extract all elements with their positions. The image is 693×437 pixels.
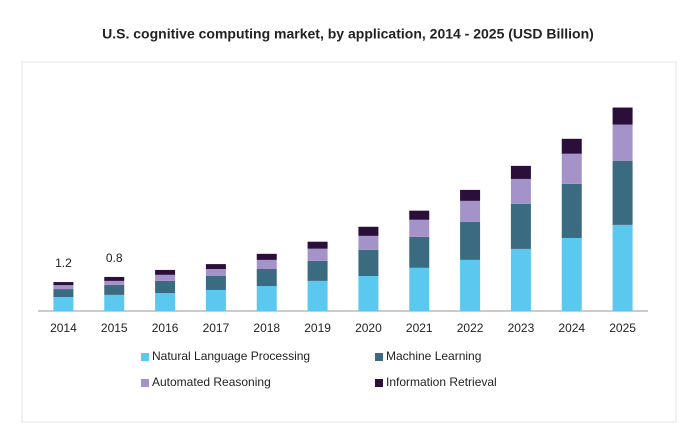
bar-segment bbox=[409, 210, 430, 220]
bar-segment bbox=[409, 219, 430, 237]
bar-segment bbox=[155, 280, 176, 294]
bar-segment bbox=[409, 267, 430, 311]
x-tick-label: 2022 bbox=[457, 321, 484, 335]
bar-segment bbox=[561, 138, 582, 154]
legend-swatch bbox=[141, 379, 149, 387]
bar-segment bbox=[561, 237, 582, 311]
bar-segment bbox=[256, 286, 277, 311]
x-tick-label: 2015 bbox=[101, 321, 128, 335]
bar-segment bbox=[460, 200, 481, 222]
bar-segment bbox=[256, 269, 277, 287]
bar-segment bbox=[561, 153, 582, 184]
bar-segment bbox=[460, 189, 481, 201]
legend-swatch bbox=[375, 379, 383, 387]
x-tick-label: 2024 bbox=[558, 321, 585, 335]
bar-segment bbox=[307, 260, 328, 281]
bar-segment bbox=[358, 249, 379, 276]
bar-segment bbox=[409, 236, 430, 268]
annotation: 0.8 bbox=[106, 251, 123, 265]
bar-segment bbox=[104, 276, 125, 281]
bar-segment bbox=[561, 183, 582, 238]
bar-segment bbox=[510, 248, 531, 311]
x-tick-label: 2023 bbox=[508, 321, 535, 335]
bar-segment bbox=[510, 178, 531, 204]
bar-segment bbox=[53, 285, 74, 290]
legend-label: Machine Learning bbox=[386, 349, 481, 363]
chart-frame bbox=[21, 61, 677, 423]
bar-segment bbox=[155, 269, 176, 275]
bar-segment bbox=[256, 259, 277, 269]
bar-segment bbox=[358, 235, 379, 250]
bar-segment bbox=[460, 221, 481, 260]
annotation: 1.2 bbox=[55, 256, 72, 270]
bar-segment bbox=[205, 269, 226, 276]
bar-segment bbox=[155, 274, 176, 281]
bar-segment bbox=[205, 264, 226, 269]
chart-title: U.S. cognitive computing market, by appl… bbox=[102, 26, 594, 42]
bar-segment bbox=[612, 107, 633, 125]
legend-label: Natural Language Processing bbox=[152, 349, 310, 363]
x-tick-label: 2018 bbox=[253, 321, 280, 335]
x-tick-label: 2016 bbox=[152, 321, 179, 335]
x-tick-label: 2019 bbox=[304, 321, 331, 335]
bar-segment bbox=[307, 280, 328, 311]
bar-segment bbox=[612, 124, 633, 161]
bar-segment bbox=[307, 241, 328, 249]
bar-segment bbox=[510, 165, 531, 179]
bar-segment bbox=[155, 293, 176, 311]
x-tick-label: 2017 bbox=[203, 321, 230, 335]
bar-segment bbox=[460, 259, 481, 311]
x-tick-label: 2020 bbox=[355, 321, 382, 335]
bar-segment bbox=[104, 280, 125, 285]
bar-segment bbox=[205, 276, 226, 290]
bar-segment bbox=[104, 294, 125, 311]
bar-segment bbox=[510, 203, 531, 249]
bar-segment bbox=[307, 248, 328, 261]
bar-segment bbox=[53, 289, 74, 297]
legend-swatch bbox=[375, 353, 383, 361]
bar-segment bbox=[53, 297, 74, 311]
legend-label: Information Retrieval bbox=[386, 375, 497, 389]
x-tick-label: 2021 bbox=[406, 321, 433, 335]
bar-segment bbox=[53, 282, 74, 286]
legend-swatch bbox=[141, 353, 149, 361]
bar-segment bbox=[612, 160, 633, 225]
bar-segment bbox=[256, 253, 277, 260]
bar-segment bbox=[358, 276, 379, 311]
x-tick-label: 2025 bbox=[609, 321, 636, 335]
bar-segment bbox=[104, 284, 125, 295]
bar-segment bbox=[358, 226, 379, 236]
bar-segment bbox=[205, 290, 226, 311]
legend-label: Automated Reasoning bbox=[152, 375, 271, 389]
bar-segment bbox=[612, 224, 633, 311]
x-tick-label: 2014 bbox=[50, 321, 77, 335]
